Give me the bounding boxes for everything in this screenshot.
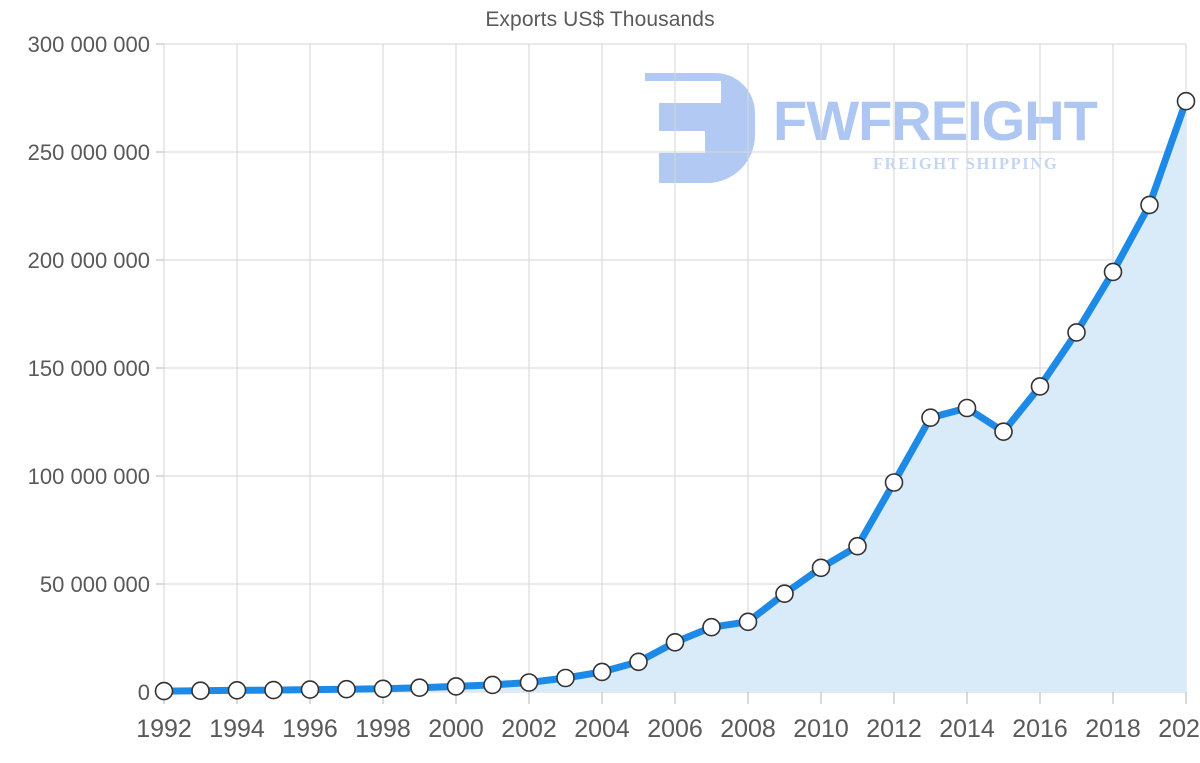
data-point-marker[interactable] [300,680,320,699]
x-tick-label: 2012 [866,715,922,743]
y-tick-label: 50 000 000 [40,572,150,597]
data-point-marker[interactable] [1140,195,1159,215]
data-point-marker[interactable] [957,398,977,418]
data-point-marker[interactable] [154,681,174,701]
data-point-marker[interactable] [483,675,502,695]
y-tick-label: 100 000 000 [28,464,150,489]
data-point-marker[interactable] [373,679,393,699]
data-point-marker[interactable] [1067,323,1086,342]
data-point-marker[interactable] [702,617,721,637]
chart-title: Exports US$ Thousands [485,8,715,31]
x-tick-label: 2014 [939,715,995,743]
data-point-marker[interactable] [337,679,356,699]
data-point-marker[interactable] [921,408,940,428]
y-tick-label: 150 000 000 [28,356,150,381]
data-point-marker[interactable] [191,681,210,701]
data-point-marker[interactable] [592,662,612,682]
data-point-marker[interactable] [811,558,831,578]
y-tick-label: 200 000 000 [28,248,150,273]
x-axis-labels: 1992 1994 1996 1998 2000 2002 2004 2006 2008 2010… [136,715,1200,743]
y-tick-label: 250 000 000 [28,140,150,165]
data-point-marker[interactable] [264,680,283,700]
area-fill [164,101,1186,692]
x-tick-label: 2006 [647,715,703,743]
data-point-marker[interactable] [446,677,466,696]
x-tick-label: 2002 [501,715,557,743]
data-point-marker[interactable] [410,678,429,698]
data-point-marker[interactable] [1103,262,1123,282]
x-tick-label: 2018 [1085,715,1141,743]
data-point-marker[interactable] [1176,91,1196,111]
data-point-marker[interactable] [994,422,1013,442]
x-tick-label: 1996 [282,715,338,743]
x-tick-label: 2020 [1158,715,1200,743]
data-point-marker[interactable] [665,632,685,652]
data-point-marker[interactable] [556,668,575,688]
y-axis-labels: 0 50 000 000 100 000 000 150 000 000 200 000… [28,32,150,705]
y-tick-label: 300 000 000 [28,32,150,57]
data-point-marker[interactable] [848,536,867,556]
y-tick-label: 0 [138,680,150,705]
x-tick-label: 1998 [355,715,411,743]
data-point-marker[interactable] [1030,377,1050,396]
x-tick-label: 1994 [209,715,265,743]
x-tick-label: 2010 [793,715,849,743]
x-tick-label: 2016 [1012,715,1068,743]
x-tick-label: 2004 [574,715,630,743]
x-tick-label: 1992 [136,715,192,743]
data-point-marker[interactable] [629,652,648,672]
area-path [164,101,1186,692]
data-point-marker[interactable] [775,584,794,604]
data-markers [154,91,1196,701]
data-point-marker[interactable] [738,612,758,632]
x-tick-label: 2008 [720,715,776,743]
data-point-marker[interactable] [519,673,539,692]
data-point-marker[interactable] [884,473,904,492]
data-point-marker[interactable] [227,680,247,700]
x-tick-label: 2000 [428,715,484,743]
